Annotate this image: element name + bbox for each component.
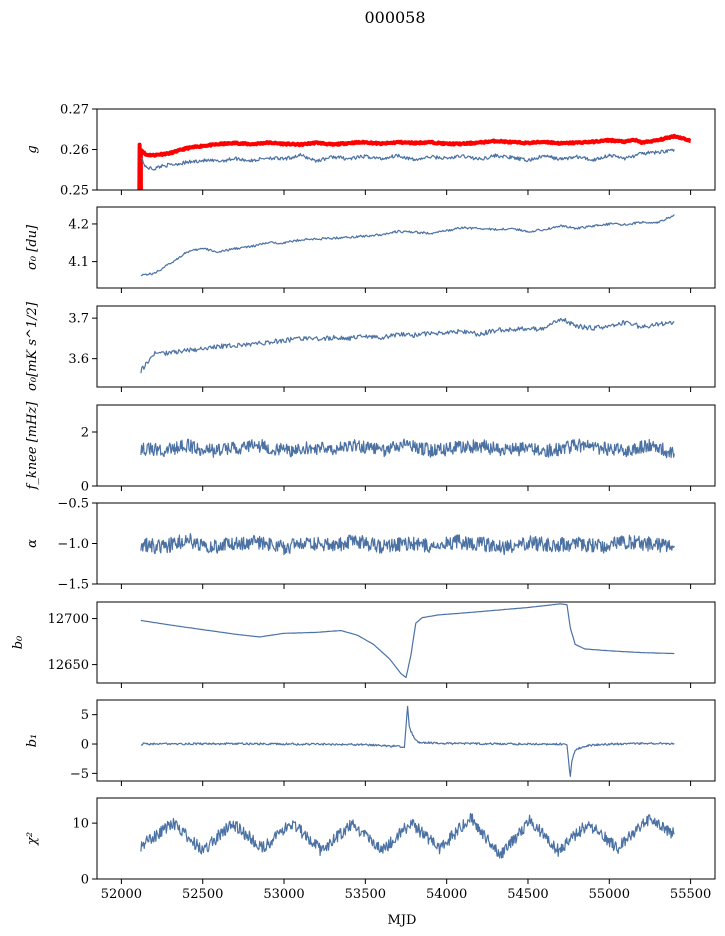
x-tick-label: 53000	[263, 887, 304, 902]
series-line-1	[140, 533, 675, 556]
series-line-1	[140, 317, 675, 374]
y-axis-label: σ₀ [du]	[25, 224, 40, 270]
x-tick-label: 52500	[182, 887, 223, 902]
axes-frame	[96, 206, 716, 289]
y-tick-label: −1.5	[57, 578, 89, 593]
y-axis-label: α	[25, 539, 40, 548]
series-line-1	[140, 705, 675, 777]
y-tick-label: 4.1	[68, 255, 89, 270]
subplot-7: −5 0 5 b₁	[25, 699, 716, 786]
subplot-4: 0 2 f_knee [mHz]	[25, 401, 716, 495]
x-axis-label: MJD	[388, 913, 417, 928]
y-tick-label: 0.25	[60, 184, 89, 199]
series-line-1	[137, 133, 692, 190]
y-axis-label: b₁	[25, 734, 40, 748]
x-tick-label: 54000	[426, 887, 467, 902]
y-tick-label: 5	[81, 708, 89, 723]
y-tick-label: 3.6	[68, 352, 89, 367]
y-axis-label: χ²	[25, 832, 40, 846]
series-line-1	[140, 438, 675, 459]
y-tick-label: 2	[81, 426, 89, 441]
x-tick-label: 52000	[101, 887, 142, 902]
subplot-stack: 0.25 0.26 0.27 g 4.1 4.2 σ₀ [du] 3.6 3.7 σ₀[mK s^…	[11, 103, 716, 928]
y-tick-label: 3.7	[68, 312, 89, 327]
series-line-1	[140, 214, 675, 277]
y-tick-label: −0.5	[57, 497, 89, 512]
x-tick-label: 55000	[589, 887, 630, 902]
x-tick-label: 53500	[345, 887, 386, 902]
y-tick-label: 12650	[48, 658, 89, 673]
figure-title: 000058	[364, 8, 425, 27]
subplot-2: 4.1 4.2 σ₀ [du]	[25, 206, 716, 293]
y-axis-label: σ₀[mK s^1/2]	[25, 301, 40, 391]
x-tick-label: 54500	[507, 887, 548, 902]
x-tick-label: 55500	[670, 887, 711, 902]
y-tick-label: 4.2	[68, 217, 89, 232]
y-axis-label: g	[25, 145, 40, 153]
subplot-1: 0.25 0.26 0.27 g	[25, 103, 716, 199]
axes-frame	[96, 601, 716, 684]
y-tick-label: 0	[81, 738, 89, 753]
y-tick-label: 0	[81, 873, 89, 888]
subplot-6: 12650 12700 b₀	[11, 601, 716, 688]
axes-frame	[96, 797, 716, 880]
y-tick-label: −1.0	[57, 537, 89, 552]
y-axis-label: b₀	[11, 635, 26, 649]
axes-frame	[96, 305, 716, 388]
series-line-1	[140, 603, 675, 679]
subplot-8: 0 10 52000 52500 53000 53500 54000 54500 55000 55…	[25, 797, 716, 928]
y-tick-label: −5	[70, 767, 89, 782]
series-line-1	[140, 813, 675, 859]
y-tick-label: 0	[81, 480, 89, 495]
subplot-3: 3.6 3.7 σ₀[mK s^1/2]	[25, 301, 716, 392]
y-tick-label: 10	[72, 817, 89, 832]
series-line-2	[140, 148, 675, 171]
y-axis-label: f_knee [mHz]	[25, 401, 40, 491]
axes-frame	[96, 404, 716, 487]
y-tick-label: 0.26	[60, 143, 89, 158]
subplot-5: −1.5 −1.0 −0.5 α	[25, 497, 716, 593]
y-tick-label: 0.27	[60, 103, 89, 118]
axes-frame	[96, 699, 716, 782]
y-tick-label: 12700	[48, 612, 89, 627]
